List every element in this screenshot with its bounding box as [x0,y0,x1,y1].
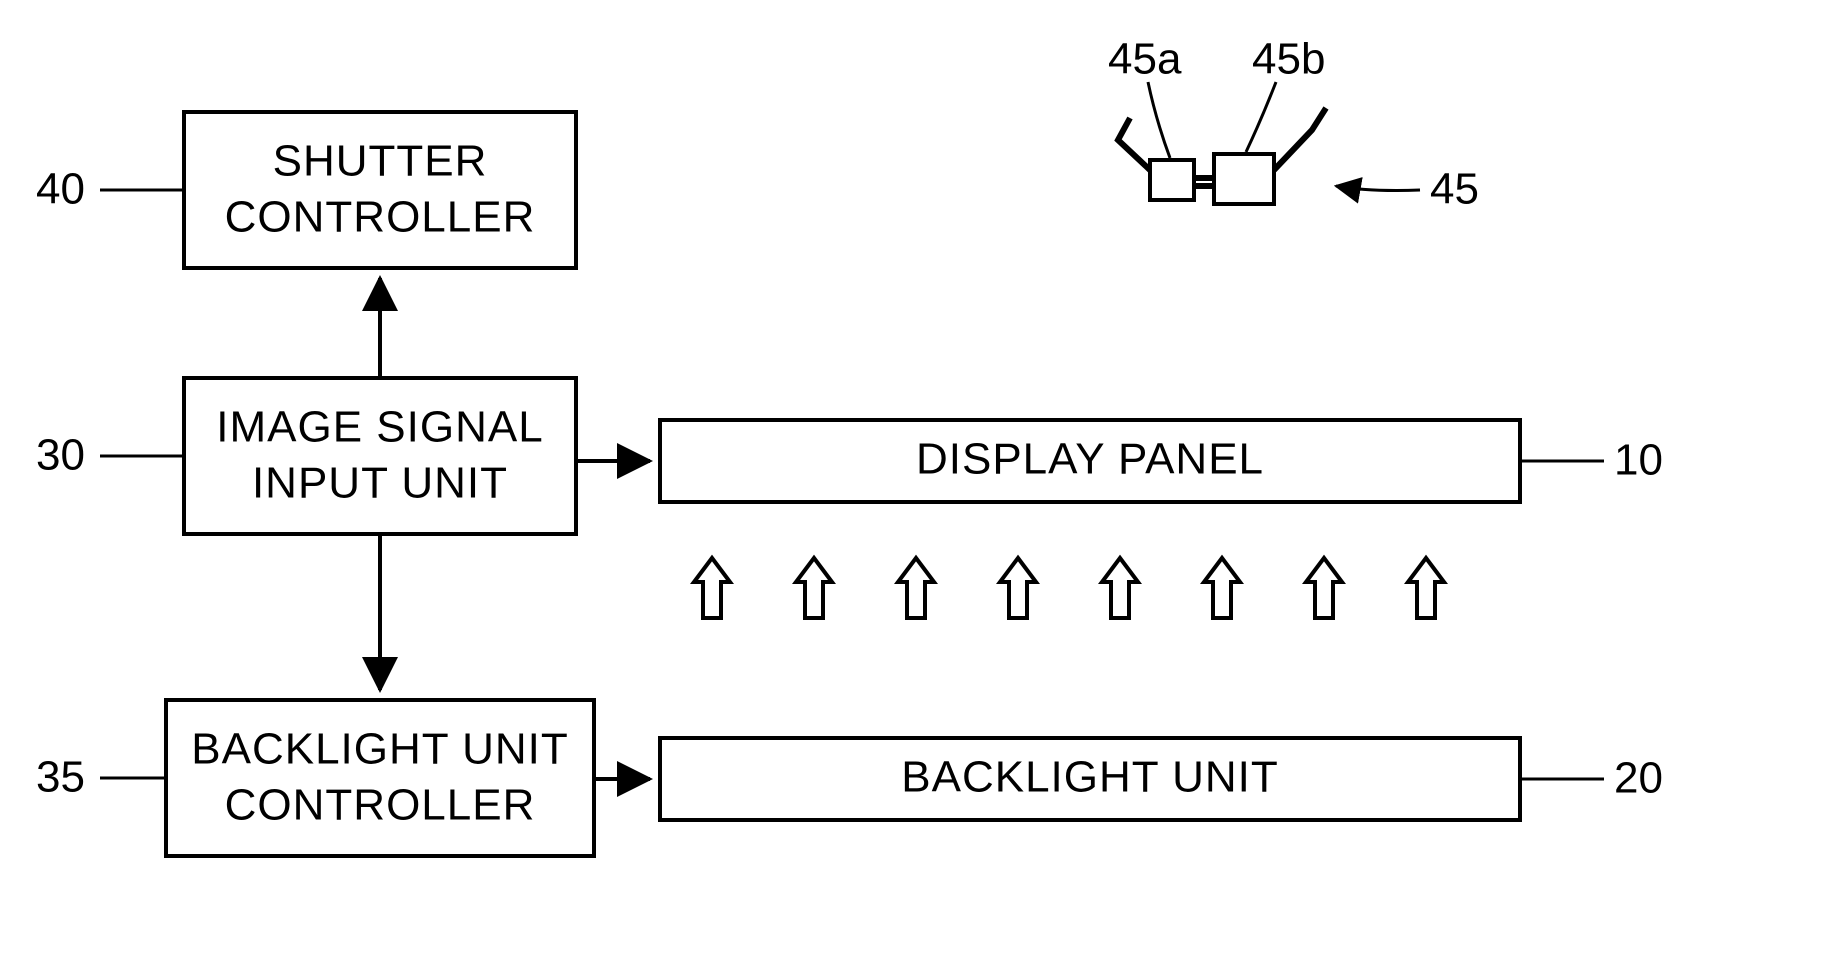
block-shutter-controller: SHUTTER CONTROLLER [184,112,576,268]
ref-45b: 45b [1252,35,1325,84]
backlight-unit-label: BACKLIGHT UNIT [901,753,1278,802]
lead-45 [1336,186,1420,191]
lead-45a [1148,82,1170,158]
shutter-controller-line1: SHUTTER [273,137,488,186]
ref-45: 45 [1430,165,1479,214]
backlight-ctrl-line1: BACKLIGHT UNIT [191,725,568,774]
block-backlight-unit: BACKLIGHT UNIT [660,738,1520,820]
ref-20: 20 [1614,754,1663,803]
block-image-signal-input: IMAGE SIGNAL INPUT UNIT [184,378,576,534]
block-display-panel: DISPLAY PANEL [660,420,1520,502]
glasses-icon [1118,108,1326,204]
shutter-controller-line2: CONTROLLER [225,193,536,242]
ref-10: 10 [1614,436,1663,485]
block-backlight-controller: BACKLIGHT UNIT CONTROLLER [166,700,594,856]
lead-45b [1246,82,1276,152]
ref-45a: 45a [1108,35,1182,84]
ref-35: 35 [36,753,85,802]
image-signal-line1: IMAGE SIGNAL [216,403,543,452]
image-signal-line2: INPUT UNIT [252,459,508,508]
backlight-ctrl-line2: CONTROLLER [225,781,536,830]
ref-40: 40 [36,165,85,214]
ref-30: 30 [36,431,85,480]
display-panel-label: DISPLAY PANEL [916,435,1264,484]
backlight-arrows [694,558,1444,618]
